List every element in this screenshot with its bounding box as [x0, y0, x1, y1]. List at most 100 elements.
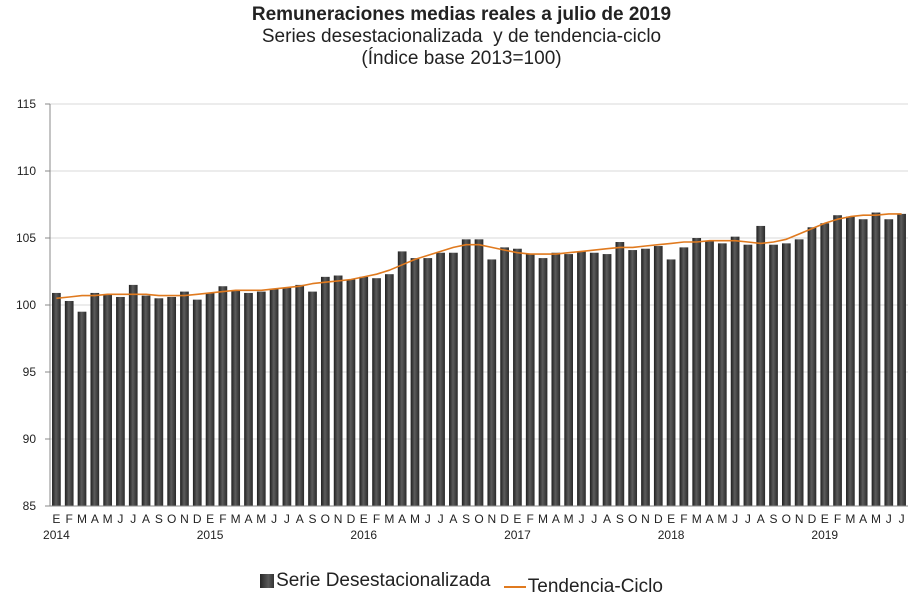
bar: [628, 250, 638, 506]
y-tick-label: 105: [16, 231, 36, 245]
bar: [192, 299, 202, 506]
legend: Serie Desestacionalizada Tendencia-Ciclo: [0, 570, 923, 598]
bar: [525, 254, 535, 506]
x-month-label: M: [256, 512, 266, 526]
x-month-label: J: [732, 512, 738, 526]
x-month-label: A: [244, 512, 252, 526]
x-month-label: A: [859, 512, 867, 526]
bar: [743, 244, 753, 506]
x-year-label: 2017: [504, 528, 531, 542]
x-month-label: N: [487, 512, 496, 526]
x-month-label: F: [66, 512, 73, 526]
bar: [154, 298, 164, 506]
bar: [141, 295, 151, 506]
x-month-label: S: [462, 512, 470, 526]
bar: [692, 238, 702, 506]
bar: [461, 239, 471, 506]
x-month-label: M: [717, 512, 727, 526]
x-month-label: D: [500, 512, 509, 526]
bar: [218, 286, 228, 506]
bar: [116, 296, 125, 506]
chart-title: Remuneraciones medias reales a julio de …: [251, 4, 672, 25]
x-month-label: J: [425, 512, 431, 526]
x-month-label: F: [219, 512, 226, 526]
x-month-label: E: [821, 512, 829, 526]
bar: [846, 216, 855, 506]
bar: [180, 291, 189, 506]
bar: [807, 227, 817, 506]
x-year-label: 2019: [811, 528, 838, 542]
bar: [346, 279, 356, 506]
bar: [538, 258, 548, 506]
y-tick-label: 85: [23, 499, 37, 513]
y-tick-label: 100: [16, 298, 36, 312]
x-month-label: S: [309, 512, 317, 526]
bar: [103, 294, 112, 506]
bar: [436, 252, 445, 506]
x-year-label: 2015: [197, 528, 224, 542]
chart-title-block: Remuneraciones medias reales a julio de …: [0, 4, 923, 70]
bar: [705, 240, 714, 506]
bar: [833, 215, 842, 506]
chart-subtitle: Series desestacionalizada y de tendencia…: [261, 26, 662, 47]
x-month-label: O: [321, 512, 330, 526]
bar: [128, 284, 138, 506]
x-month-label: N: [334, 512, 343, 526]
bar: [410, 258, 420, 506]
bar: [730, 236, 740, 506]
x-month-label: S: [770, 512, 778, 526]
x-month-label: M: [410, 512, 420, 526]
bar: [90, 292, 100, 506]
bar: [333, 275, 343, 506]
x-month-label: J: [284, 512, 290, 526]
x-month-label: E: [360, 512, 368, 526]
bar: [884, 219, 894, 507]
bar: [589, 252, 599, 506]
bar: [781, 243, 791, 507]
trend-line-series: [56, 213, 902, 300]
x-month-label: N: [641, 512, 650, 526]
x-month-label: A: [142, 512, 150, 526]
x-year-label: 2018: [658, 528, 685, 542]
x-month-label: J: [117, 512, 123, 526]
x-month-label: M: [538, 512, 548, 526]
bar: [820, 223, 830, 506]
bar: [756, 225, 766, 506]
bar: [269, 288, 279, 506]
x-month-label: M: [845, 512, 855, 526]
x-month-label: O: [167, 512, 176, 526]
bar: [577, 251, 586, 506]
bar: [385, 274, 394, 506]
bar-series: [52, 212, 906, 507]
x-month-label: E: [513, 512, 521, 526]
bar: [359, 276, 369, 506]
bar: [858, 219, 868, 507]
x-month-label: N: [180, 512, 189, 526]
bar: [615, 242, 625, 506]
x-month-label: J: [886, 512, 892, 526]
bar: [244, 292, 253, 506]
bar: [77, 311, 87, 506]
x-month-label: F: [680, 512, 687, 526]
bar: [551, 252, 561, 506]
bar: [256, 291, 266, 506]
x-month-label: D: [808, 512, 817, 526]
bar: [52, 292, 61, 506]
bar: [282, 287, 292, 506]
bar: [666, 259, 676, 506]
bar: [602, 254, 612, 506]
bar: [474, 239, 484, 506]
bar: [794, 239, 804, 506]
bar: [449, 252, 458, 506]
x-month-label: E: [667, 512, 675, 526]
legend-line-swatch: [503, 586, 526, 588]
x-month-label: A: [603, 512, 611, 526]
y-tick-label: 90: [23, 432, 37, 446]
bar: [513, 248, 522, 506]
x-month-label: E: [52, 512, 60, 526]
x-month-label: A: [705, 512, 713, 526]
legend-bar-label: Serie Desestacionalizada: [276, 570, 491, 591]
x-month-label: M: [77, 512, 87, 526]
